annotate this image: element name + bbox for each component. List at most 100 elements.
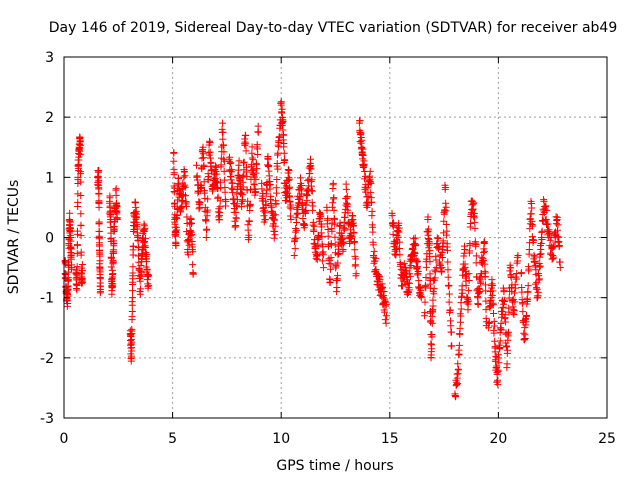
data-point [64,276,72,284]
data-point [555,241,563,249]
data-point [200,161,208,169]
data-point [172,242,180,250]
data-point [77,191,85,199]
data-point [411,249,419,257]
data-point [232,214,240,222]
data-point [226,153,234,161]
data-point [458,292,466,300]
data-point [443,227,451,235]
data-point [326,278,334,286]
data-point [369,228,377,236]
data-point [74,198,82,206]
data-point [181,172,189,180]
data-point [107,229,115,237]
data-point [203,206,211,214]
data-point [507,264,515,272]
data-point [467,219,475,227]
data-point [219,141,227,149]
data-point [248,154,256,162]
data-point [113,215,121,223]
data-point [252,175,260,183]
data-point [222,197,230,205]
data-point [428,333,436,341]
data-point [304,176,312,184]
data-point [274,149,282,157]
data-point [351,246,359,254]
data-point [481,247,489,255]
data-point [109,280,117,288]
data-point [400,260,408,268]
data-point [511,289,519,297]
data-point [344,200,352,208]
data-point [73,271,81,279]
data-point [183,213,191,221]
data-point [188,231,196,239]
data-point [466,241,474,249]
chart-title: Day 146 of 2019, Sidereal Day-to-day VTE… [49,20,618,36]
data-point [254,150,262,158]
data-point [200,178,208,186]
data-point [216,209,224,217]
data-point [128,338,136,346]
data-point [180,182,188,190]
data-point [112,191,120,199]
data-point [237,189,245,197]
data-point [199,143,207,151]
data-point [352,270,360,278]
data-point [368,207,376,215]
data-point [290,252,298,260]
data-point [199,154,207,162]
data-point [503,343,511,351]
data-point [482,306,490,314]
data-point [141,234,149,242]
data-point [73,282,81,290]
data-point [308,198,316,206]
data-point [511,298,519,306]
data-point [549,255,557,263]
data-point [431,268,439,276]
data-point [132,203,140,211]
data-point [388,212,396,220]
data-point [521,334,529,342]
data-point [482,287,490,295]
data-point [382,319,390,327]
data-point [292,226,300,234]
data-point [444,246,452,254]
data-point [504,328,512,336]
data-point [271,222,279,230]
data-point [78,278,86,286]
data-point [359,151,367,159]
data-point [472,241,480,249]
data-point [331,220,339,228]
data-point [128,308,136,316]
data-point [369,241,377,249]
data-point [242,132,250,140]
data-point [426,284,434,292]
data-point [329,179,337,187]
data-point [273,189,281,197]
data-point [556,264,564,272]
data-point [456,330,464,338]
data-point [389,230,397,238]
data-point [535,275,543,283]
data-point [128,347,136,355]
data-point [426,247,434,255]
data-point [66,218,74,226]
data-point [173,226,181,234]
data-point [128,301,136,309]
data-point [329,199,337,207]
data-point [292,234,300,242]
x-tick-label: 5 [168,431,177,447]
data-point [340,239,348,247]
data-point [553,213,561,221]
data-point [315,234,323,242]
data-point [510,307,518,315]
data-point [274,165,282,173]
data-point [523,296,531,304]
data-point [141,244,149,252]
data-point [517,269,525,277]
data-point [428,345,436,353]
data-point [444,258,452,266]
data-point [525,246,533,254]
data-point [254,122,262,130]
